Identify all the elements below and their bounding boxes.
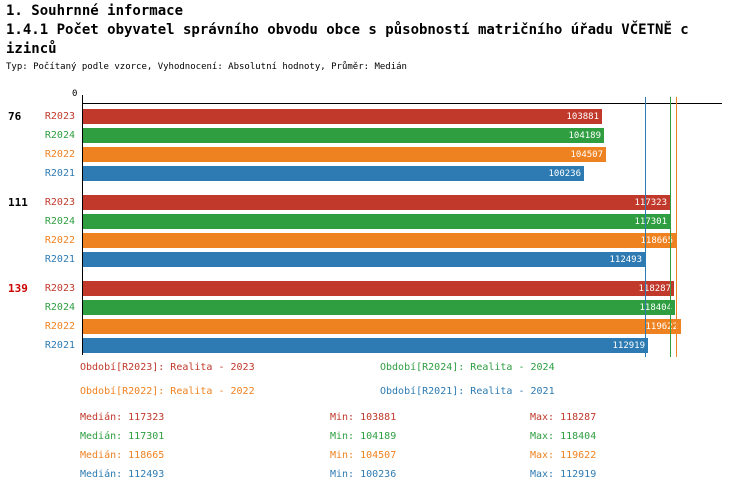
series-label: R2024: [44, 302, 75, 313]
group-label: 139: [8, 282, 28, 295]
series-label: R2024: [44, 216, 75, 227]
bar-value-label: 103881: [566, 111, 599, 122]
chart-legend: Období[R2023]: Realita - 2023 Období[R202…: [80, 362, 555, 397]
stat-median-R2023: Medián: 117323: [80, 412, 165, 423]
bar-R2024: 104189: [83, 128, 604, 143]
chart-row: R2022 104507: [0, 145, 750, 164]
chart-row: R2021 112919: [0, 336, 750, 355]
bar-chart: 0 76 R2023 103881 R2024 104189 R2022 104507 R202…: [0, 89, 750, 365]
chart-row: 111 R2023 117323: [0, 193, 750, 212]
bar-R2021: 100236: [83, 166, 584, 181]
series-label: R2024: [44, 130, 75, 141]
chart-meta: Typ: Počítaný podle vzorce, Vyhodnocení:…: [6, 62, 407, 72]
series-label: R2022: [44, 321, 75, 332]
chart-row: R2022 118665: [0, 231, 750, 250]
bar-value-label: 117301: [634, 216, 667, 227]
group-label: 76: [8, 110, 22, 123]
median-line-R2021: [645, 97, 647, 357]
bar-R2022: 104507: [83, 147, 606, 162]
legend-item-R2024: Období[R2024]: Realita - 2024: [380, 362, 555, 373]
bar-value-label: 104507: [570, 149, 603, 160]
bar-value-label: 117323: [634, 197, 667, 208]
bar-R2024: 117301: [83, 214, 670, 229]
chart-row: R2022 119622: [0, 317, 750, 336]
series-label: R2023: [44, 111, 75, 122]
chart-title-line1: 1.4.1 Počet obyvatel správního obvodu ob…: [6, 22, 689, 38]
chart-row: R2021 100236: [0, 164, 750, 183]
bar-R2023: 118287: [83, 281, 674, 296]
stat-max-R2022: Max: 119622: [530, 450, 597, 461]
series-label: R2022: [44, 149, 75, 160]
median-line-R2024: [669, 97, 671, 357]
bar-R2021: 112493: [83, 252, 645, 267]
bar-R2022: 119622: [83, 319, 681, 334]
chart-row: R2024 104189: [0, 126, 750, 145]
stat-median-R2021: Medián: 112493: [80, 469, 165, 480]
stat-median-R2022: Medián: 118665: [80, 450, 165, 461]
bar-value-label: 118404: [639, 302, 672, 313]
page-title: 1. Souhrnné informace: [6, 3, 184, 19]
stat-min-R2022: Min: 104507: [330, 450, 397, 461]
y-axis-line: [82, 95, 83, 355]
stat-min-R2023: Min: 103881: [330, 412, 397, 423]
stat-max-R2024: Max: 118404: [530, 431, 597, 442]
series-label: R2023: [44, 197, 75, 208]
bar-R2022: 118665: [83, 233, 676, 248]
bar-R2023: 103881: [83, 109, 602, 124]
group-label: 111: [8, 196, 28, 209]
series-label: R2023: [44, 283, 75, 294]
stat-max-R2021: Max: 112919: [530, 469, 597, 480]
legend-item-R2023: Období[R2023]: Realita - 2023: [80, 362, 255, 373]
x-axis-line: [82, 103, 722, 104]
bar-R2024: 118404: [83, 300, 675, 315]
bar-value-label: 112493: [609, 254, 642, 265]
series-label: R2022: [44, 235, 75, 246]
stat-median-R2024: Medián: 117301: [80, 431, 165, 442]
bar-value-label: 104189: [568, 130, 601, 141]
series-label: R2021: [44, 340, 75, 351]
bar-R2021: 112919: [83, 338, 648, 353]
bar-value-label: 119622: [645, 321, 678, 332]
stat-min-R2024: Min: 104189: [330, 431, 397, 442]
series-label: R2021: [44, 168, 75, 179]
stat-min-R2021: Min: 100236: [330, 469, 397, 480]
bar-value-label: 118287: [638, 283, 671, 294]
bar-R2023: 117323: [83, 195, 670, 210]
bar-value-label: 100236: [548, 168, 581, 179]
chart-row: R2024 118404: [0, 298, 750, 317]
chart-row: 139 R2023 118287: [0, 279, 750, 298]
bar-value-label: 112919: [612, 340, 645, 351]
chart-row: R2021 112493: [0, 250, 750, 269]
legend-item-R2022: Období[R2022]: Realita - 2022: [80, 386, 255, 397]
series-label: R2021: [44, 254, 75, 265]
legend-item-R2021: Období[R2021]: Realita - 2021: [380, 386, 555, 397]
bar-value-label: 118665: [640, 235, 673, 246]
chart-row: R2024 117301: [0, 212, 750, 231]
chart-title-line2: izinců: [6, 41, 57, 57]
median-line-R2022: [676, 97, 678, 357]
axis-zero-label: 0: [72, 89, 78, 99]
stat-max-R2023: Max: 118287: [530, 412, 597, 423]
chart-row: 76 R2023 103881: [0, 107, 750, 126]
stats-table: Medián: 117323 Min: 103881 Max: 118287 Medi…: [80, 412, 596, 480]
